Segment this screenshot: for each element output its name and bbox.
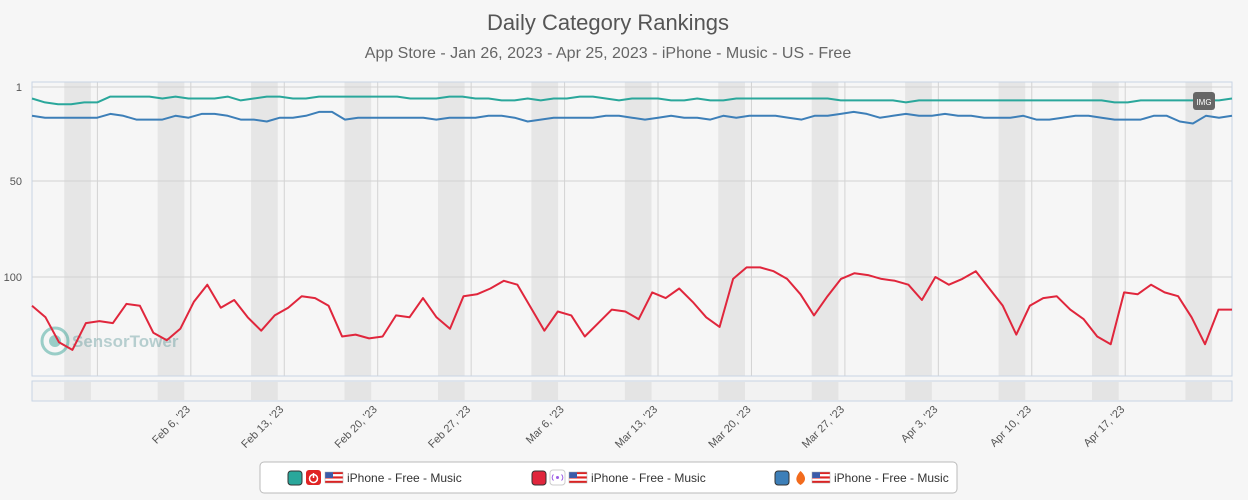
plot-area-border <box>31 81 1233 377</box>
power-icon <box>306 470 321 485</box>
legend-swatch <box>774 470 790 486</box>
legend-label: iPhone - Free - Music <box>834 471 949 485</box>
navigator-band <box>344 382 372 400</box>
grid-lines <box>32 82 1232 376</box>
y-tick-label: 50 <box>10 176 22 188</box>
y-tick-label: 1 <box>16 82 22 94</box>
navigator-bands <box>64 382 1213 400</box>
weekend-band <box>718 82 745 376</box>
navigator-band <box>811 382 839 400</box>
weekend-band <box>157 82 185 376</box>
weekend-band <box>811 82 839 376</box>
chart-subtitle: App Store - Jan 26, 2023 - Apr 25, 2023 … <box>365 45 852 62</box>
legend-label: iPhone - Free - Music <box>591 471 706 485</box>
x-axis: Feb 6, '23 Feb 13, '23 Feb 20, '23 Feb 27, … <box>150 404 1127 451</box>
x-tick-label: Mar 27, '23 <box>800 404 847 451</box>
navigator-band <box>64 382 91 400</box>
series-line-3 <box>31 110 1233 125</box>
x-tick-label: Apr 10, '23 <box>988 404 1034 450</box>
navigator-band <box>998 382 1026 400</box>
x-tick-label: Mar 6, '23 <box>524 404 567 447</box>
us-flag-icon <box>324 471 344 484</box>
sensortower-logo-icon <box>40 326 70 356</box>
range-navigator[interactable] <box>31 380 1233 402</box>
navigator-band <box>251 382 278 400</box>
watermark-text: SensorTower <box>72 332 179 351</box>
navigator-band <box>437 382 465 400</box>
x-tick-label: Apr 3, '23 <box>899 404 941 446</box>
legend-swatch <box>531 470 547 486</box>
navigator-band <box>1185 382 1213 400</box>
navigator-band <box>624 382 652 400</box>
navigator-band <box>718 382 745 400</box>
series-line-2 <box>31 266 1232 351</box>
weekend-band <box>998 82 1026 376</box>
x-tick-label: Feb 13, '23 <box>239 404 286 451</box>
radio-icon <box>549 469 566 486</box>
series-lines <box>31 95 1233 351</box>
us-flag-icon <box>811 471 831 484</box>
weekend-bands <box>64 82 1213 376</box>
chart-title: Daily Category Rankings <box>487 10 729 35</box>
weekend-band <box>531 82 559 376</box>
weekend-band <box>624 82 652 376</box>
x-tick-label: Apr 17, '23 <box>1081 404 1127 450</box>
y-tick-label: 100 <box>4 272 22 284</box>
legend-item-2[interactable]: iPhone - Free - Music <box>531 469 706 486</box>
navigator-band <box>1092 382 1119 400</box>
weekend-band <box>905 82 932 376</box>
flame-icon <box>793 470 808 485</box>
series-line-1 <box>31 95 1233 106</box>
sensortower-watermark: SensorTower <box>40 326 179 356</box>
legend: iPhone - Free - Music iPhone - Free - Mus… <box>259 461 958 494</box>
x-tick-label: Mar 20, '23 <box>706 404 753 451</box>
weekend-band <box>1185 82 1213 376</box>
weekend-band <box>437 82 465 376</box>
navigator-band <box>531 382 559 400</box>
export-img-label: IMG <box>1196 98 1211 107</box>
x-tick-label: Mar 13, '23 <box>613 404 660 451</box>
x-tick-label: Feb 6, '23 <box>150 404 193 447</box>
weekend-band <box>251 82 278 376</box>
weekend-band <box>64 82 91 376</box>
legend-label: iPhone - Free - Music <box>347 471 462 485</box>
y-axis: 1 50 100 <box>4 82 22 284</box>
navigator-band <box>905 382 932 400</box>
legend-item-1[interactable]: iPhone - Free - Music <box>287 470 462 486</box>
weekend-band <box>344 82 372 376</box>
navigator-band <box>157 382 185 400</box>
legend-swatch <box>287 470 303 486</box>
x-tick-label: Feb 20, '23 <box>333 404 380 451</box>
us-flag-icon <box>568 471 588 484</box>
export-img-button[interactable]: IMG <box>1193 92 1215 110</box>
legend-item-3[interactable]: iPhone - Free - Music <box>774 470 949 486</box>
x-tick-label: Feb 27, '23 <box>426 404 473 451</box>
